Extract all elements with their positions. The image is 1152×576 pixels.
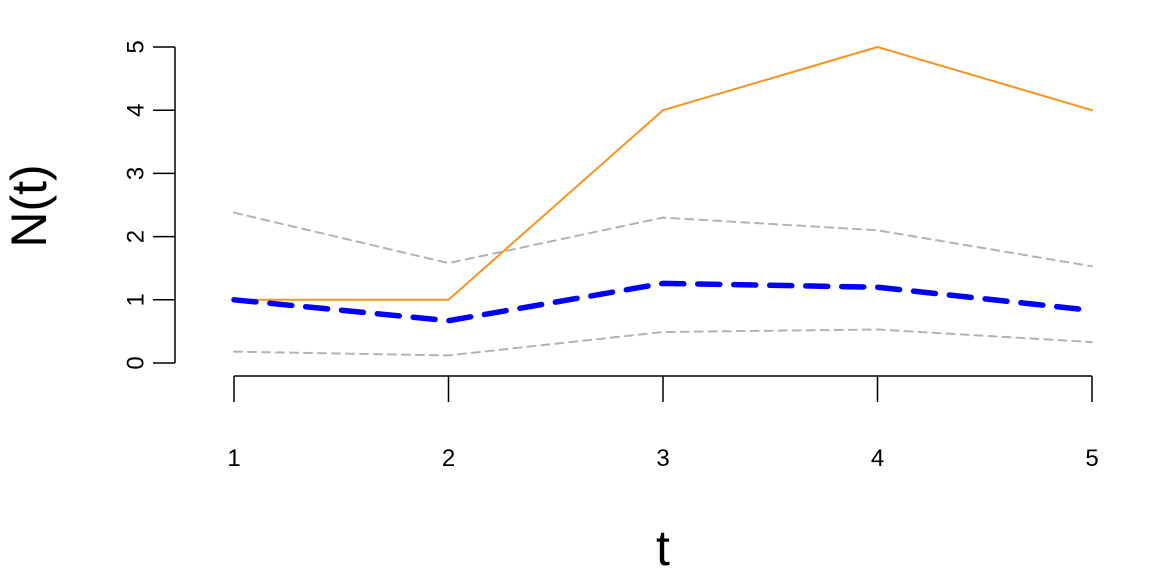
y-tick-label: 0 [122,356,149,369]
x-tick-label: 4 [871,445,884,472]
series-line-4 [231,280,1095,324]
series-layer [231,46,1095,357]
x-tick-label: 5 [1085,445,1098,472]
y-tick-label: 2 [122,230,149,243]
x-tick-label: 1 [227,445,240,472]
y-tick-label: 1 [122,293,149,306]
x-tick-label: 2 [442,445,455,472]
series-line-1 [233,46,1093,301]
series-line-2 [233,211,1093,268]
x-axis-title: t [656,520,670,576]
y-tick-label: 4 [122,104,149,117]
series-line-3 [233,328,1093,357]
axes-layer: 0 1 2 3 4 5 1 2 3 4 5 [122,40,1098,472]
y-tick-label: 3 [122,167,149,180]
x-tick-label: 3 [656,445,669,472]
y-axis-title: N(t) [1,164,57,247]
y-tick-label: 5 [122,40,149,53]
